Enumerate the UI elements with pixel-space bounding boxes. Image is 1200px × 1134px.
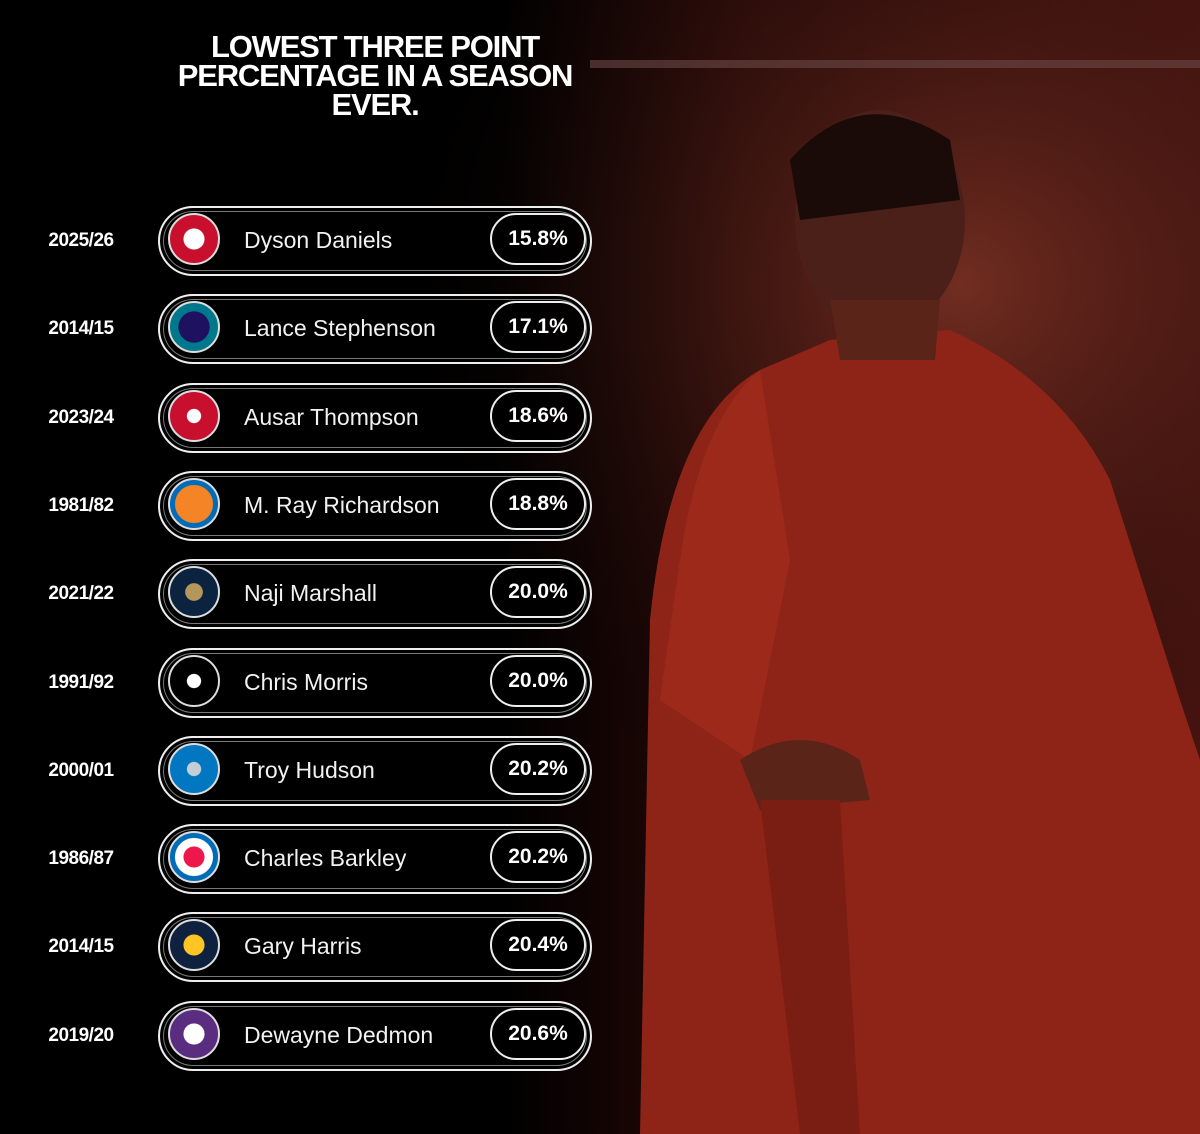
percentage: 15.8% — [490, 213, 586, 265]
player-row: Dyson Daniels 15.8% — [158, 206, 592, 276]
team-logo — [168, 477, 220, 530]
player-row: Troy Hudson 20.2% — [158, 735, 592, 806]
player-row: Lance Stephenson 17.1% — [158, 294, 592, 365]
percentage: 18.8% — [490, 477, 586, 530]
season-label: 1981/82 — [48, 494, 114, 516]
team-logo — [168, 831, 220, 884]
percentage: 18.6% — [490, 389, 586, 442]
season-label: 1986/87 — [48, 848, 114, 870]
player-name: Dewayne Dedmon — [244, 1021, 434, 1048]
player-name: Naji Marshall — [244, 580, 377, 607]
team-logo — [168, 919, 220, 972]
percentage: 20.2% — [490, 831, 586, 884]
player-name: Chris Morris — [244, 668, 368, 695]
player-row: Chris Morris 20.0% — [158, 647, 592, 718]
player-name: M. Ray Richardson — [244, 491, 440, 518]
team-logo — [168, 301, 220, 354]
player-row: Dewayne Dedmon 20.6% — [158, 1000, 592, 1071]
player-name: Troy Hudson — [244, 756, 375, 783]
player-name: Lance Stephenson — [244, 315, 436, 342]
season-label: 2014/15 — [48, 936, 114, 958]
season-label: 2000/01 — [48, 759, 114, 781]
team-logo — [168, 213, 220, 265]
player-row: Gary Harris 20.4% — [158, 912, 592, 983]
percentage: 20.2% — [490, 742, 586, 795]
season-label: 1991/92 — [48, 671, 114, 693]
team-logo — [168, 654, 220, 707]
player-name: Dyson Daniels — [244, 227, 393, 253]
team-logo — [168, 566, 220, 619]
player-row: Naji Marshall 20.0% — [158, 559, 592, 630]
player-name: Charles Barkley — [244, 845, 407, 872]
player-name: Gary Harris — [244, 933, 362, 960]
title: LOWEST THREE POINT PERCENTAGE IN A SEASO… — [177, 29, 574, 122]
percentage: 20.6% — [490, 1007, 586, 1060]
percentage: 20.0% — [490, 654, 586, 707]
player-row: M. Ray Richardson 18.8% — [158, 470, 592, 541]
season-label: 2019/20 — [48, 1024, 114, 1046]
season-label: 2021/22 — [48, 583, 114, 605]
percentage: 20.4% — [490, 919, 586, 972]
team-logo — [168, 742, 220, 795]
team-logo — [168, 389, 220, 442]
percentage: 20.0% — [490, 566, 586, 619]
percentage: 17.1% — [490, 301, 586, 354]
player-row: Charles Barkley 20.2% — [158, 824, 592, 895]
player-row: Ausar Thompson 18.6% — [158, 382, 592, 453]
season-label: 2014/15 — [48, 318, 114, 340]
player-name: Ausar Thompson — [244, 403, 419, 430]
team-logo — [168, 1007, 220, 1060]
season-label: 2023/24 — [48, 406, 114, 428]
season-label: 2025/26 — [48, 230, 114, 251]
